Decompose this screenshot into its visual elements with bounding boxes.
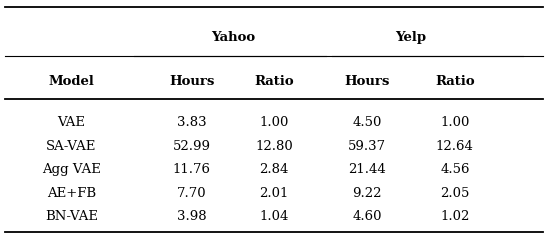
Text: 3.98: 3.98 (177, 210, 207, 223)
Text: SA-VAE: SA-VAE (46, 140, 96, 153)
Text: 52.99: 52.99 (173, 140, 211, 153)
Text: 1.00: 1.00 (440, 116, 470, 129)
Text: Yahoo: Yahoo (211, 31, 255, 44)
Text: Agg VAE: Agg VAE (42, 163, 101, 176)
Text: 1.04: 1.04 (259, 210, 289, 223)
Text: 1.02: 1.02 (440, 210, 470, 223)
Text: Model: Model (48, 75, 94, 88)
Text: VAE: VAE (57, 116, 85, 129)
Text: 21.44: 21.44 (349, 163, 386, 176)
Text: AE+FB: AE+FB (47, 186, 96, 200)
Text: 1.00: 1.00 (259, 116, 289, 129)
Text: BN-VAE: BN-VAE (45, 210, 98, 223)
Text: Ratio: Ratio (435, 75, 475, 88)
Text: 12.64: 12.64 (436, 140, 474, 153)
Text: 7.70: 7.70 (177, 186, 207, 200)
Text: 2.01: 2.01 (259, 186, 289, 200)
Text: 9.22: 9.22 (352, 186, 382, 200)
Text: Ratio: Ratio (254, 75, 294, 88)
Text: 3.83: 3.83 (177, 116, 207, 129)
Text: Hours: Hours (345, 75, 390, 88)
Text: Hours: Hours (169, 75, 214, 88)
Text: Yelp: Yelp (396, 31, 426, 44)
Text: 4.60: 4.60 (352, 210, 382, 223)
Text: 2.05: 2.05 (440, 186, 470, 200)
Text: 2.84: 2.84 (259, 163, 289, 176)
Text: 12.80: 12.80 (255, 140, 293, 153)
Text: 11.76: 11.76 (173, 163, 211, 176)
Text: 59.37: 59.37 (348, 140, 386, 153)
Text: 4.56: 4.56 (440, 163, 470, 176)
Text: 4.50: 4.50 (352, 116, 382, 129)
